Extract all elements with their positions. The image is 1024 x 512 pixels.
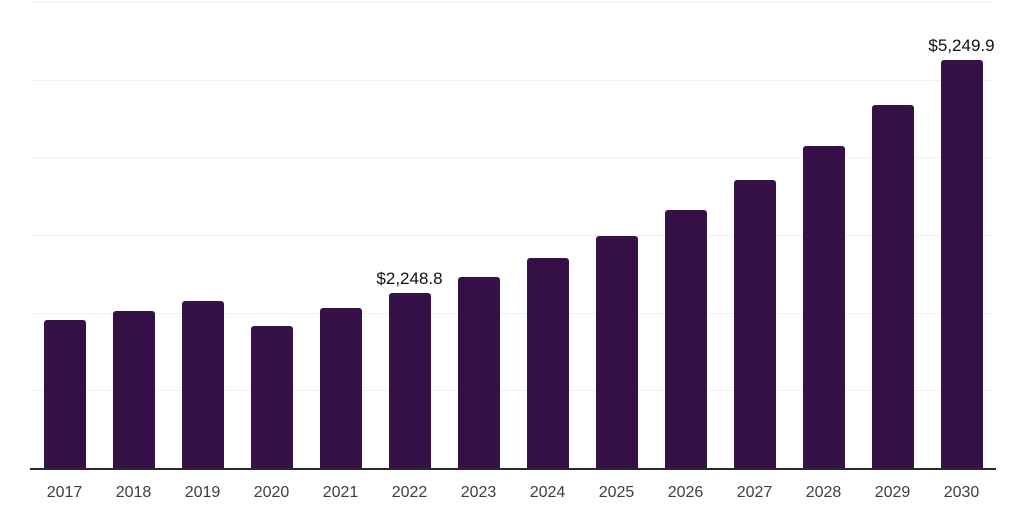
bar-2025[interactable]	[595, 235, 638, 468]
bar-2027[interactable]	[733, 180, 776, 468]
bar-2023[interactable]	[457, 276, 500, 468]
gridline	[30, 80, 994, 81]
bar-2029[interactable]	[871, 104, 914, 468]
gridline	[30, 2, 994, 3]
x-tick-2022: 2022	[391, 484, 428, 501]
bar-2021[interactable]	[319, 308, 362, 468]
x-tick-2020: 2020	[253, 484, 290, 501]
x-tick-2019: 2019	[184, 484, 221, 501]
x-tick-2027: 2027	[736, 484, 773, 501]
gridline	[30, 313, 994, 314]
x-tick-2028: 2028	[805, 484, 842, 501]
x-tick-2021: 2021	[322, 484, 359, 501]
bar-2024[interactable]	[526, 257, 569, 468]
bar-2026[interactable]	[664, 210, 707, 468]
x-tick-2018: 2018	[115, 484, 152, 501]
bar-2020[interactable]	[250, 325, 293, 468]
bar-2030[interactable]	[940, 60, 983, 468]
x-tick-2025: 2025	[598, 484, 635, 501]
bar-2028[interactable]	[802, 145, 845, 468]
x-tick-2024: 2024	[529, 484, 566, 501]
bar-2018[interactable]	[112, 311, 155, 468]
x-tick-2026: 2026	[667, 484, 704, 501]
gridline	[30, 157, 994, 158]
gridline	[30, 235, 994, 236]
gridline	[30, 390, 994, 391]
data-label-2022: $2,248.8	[376, 269, 443, 289]
data-label-2030: $5,249.9	[928, 36, 995, 56]
bar-2022[interactable]	[388, 293, 431, 468]
x-axis-line	[30, 468, 996, 470]
x-tick-2017: 2017	[46, 484, 83, 501]
bar-2017[interactable]	[43, 320, 86, 468]
x-tick-2029: 2029	[874, 484, 911, 501]
x-tick-2030: 2030	[943, 484, 980, 501]
x-tick-2023: 2023	[460, 484, 497, 501]
bar-2019[interactable]	[181, 300, 224, 468]
